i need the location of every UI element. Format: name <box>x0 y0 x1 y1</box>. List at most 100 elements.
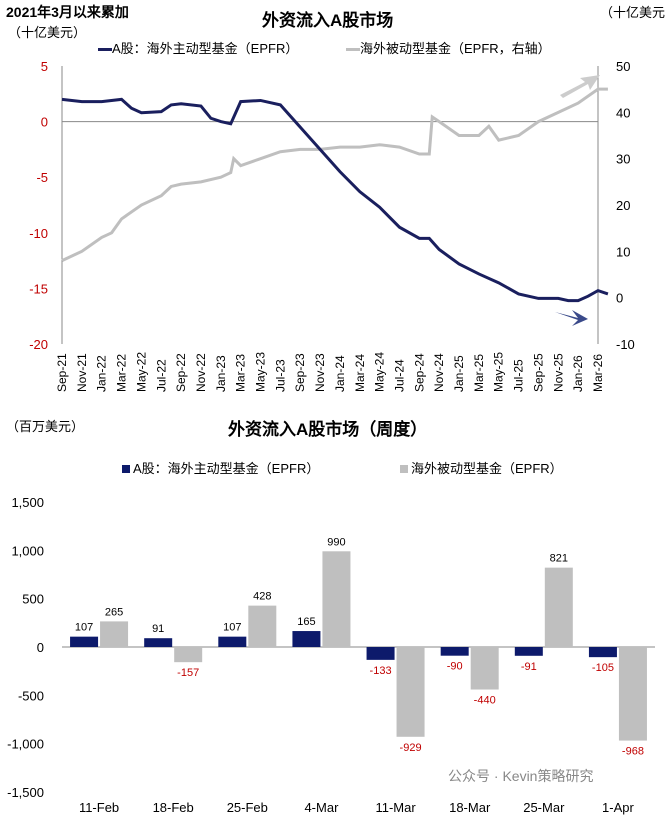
bar-active <box>366 647 395 660</box>
x-tick-label: Nov-21 <box>75 353 89 392</box>
bar-data-label: -968 <box>622 746 644 758</box>
right-tick-label: 10 <box>616 244 630 259</box>
x-tick-label: May-22 <box>134 352 148 392</box>
x-tick-label: Sep-22 <box>174 353 188 392</box>
bar-data-label: 107 <box>223 622 241 634</box>
left-tick-label: 0 <box>41 115 48 130</box>
bar-data-label: -90 <box>447 661 463 673</box>
bar-active <box>588 647 617 658</box>
x-tick-label: Jan-23 <box>214 355 228 392</box>
right-tick-label: -10 <box>616 337 635 352</box>
bar-category-label: 1-Apr <box>602 800 634 815</box>
bar-chart-title: 外资流入A股市场（周度） <box>228 420 428 439</box>
bar-passive <box>322 551 351 647</box>
x-tick-label: Mar-25 <box>472 354 486 392</box>
bar-category-label: 25-Mar <box>523 800 565 815</box>
arrow-up-icon <box>560 75 600 98</box>
x-tick-label: Mar-26 <box>591 354 605 392</box>
bar-category-label: 11-Feb <box>79 800 119 815</box>
right-tick-label: 50 <box>616 59 630 74</box>
bar-active <box>218 636 247 647</box>
bar-tick-label: 1,500 <box>11 495 44 510</box>
right-axis-label: （十亿美元 <box>600 5 666 20</box>
bar-data-label: 107 <box>75 622 93 634</box>
bar-category-label: 18-Mar <box>449 800 491 815</box>
bar-active <box>292 631 321 647</box>
x-tick-label: Jan-24 <box>333 355 347 392</box>
bar-data-label: 91 <box>152 623 164 635</box>
arrow-down-icon <box>555 310 588 326</box>
x-tick-label: Jan-22 <box>95 355 109 392</box>
right-tick-label: 20 <box>616 198 630 213</box>
bar-category-label: 25-Feb <box>227 800 268 815</box>
x-tick-label: Jul-23 <box>273 359 287 392</box>
bar-data-label: -440 <box>474 695 496 707</box>
x-tick-label: Sep-21 <box>55 353 69 392</box>
bar-passive <box>470 647 499 690</box>
bar-data-label: 821 <box>550 553 568 565</box>
bar-data-label: 428 <box>253 591 271 603</box>
bar-category-label: 18-Feb <box>153 800 194 815</box>
bar-data-label: 165 <box>297 616 315 628</box>
x-tick-label: Nov-23 <box>313 353 327 392</box>
bar-passive <box>248 605 277 647</box>
left-tick-label: -10 <box>29 226 48 241</box>
x-tick-label: Nov-24 <box>432 353 446 392</box>
bar-legend-passive: 海外被动型基金（EPFR） <box>400 458 563 477</box>
bar-data-label: -157 <box>177 667 199 679</box>
bar-active <box>144 638 173 647</box>
watermark: 公众号 · Kevin策略研究 <box>448 768 594 784</box>
bar-tick-label: -1,000 <box>7 737 44 752</box>
x-tick-label: Mar-23 <box>234 354 248 392</box>
x-tick-label: Jan-26 <box>571 355 585 392</box>
series-line-left <box>61 97 609 303</box>
x-tick-label: Sep-24 <box>412 353 426 392</box>
x-tick-label: Mar-24 <box>353 354 367 392</box>
right-tick-label: 40 <box>616 105 630 120</box>
x-tick-label: Mar-22 <box>115 354 129 392</box>
x-tick-label: Sep-25 <box>531 353 545 392</box>
left-tick-label: -5 <box>36 170 48 185</box>
bar-tick-label: -500 <box>18 688 44 703</box>
x-tick-label: Jul-25 <box>512 359 526 392</box>
bar-category-label: 4-Mar <box>304 800 339 815</box>
bar-passive <box>396 647 425 737</box>
bar-axis-label: （百万美元） <box>6 419 85 434</box>
bar-passive <box>618 647 647 741</box>
x-tick-label: Jul-24 <box>392 359 406 392</box>
bar-passive <box>174 647 203 663</box>
left-tick-label: -20 <box>29 337 48 352</box>
legend-passive: 海外被动型基金（EPFR，右轴） <box>346 38 551 57</box>
bar-tick-label: 1,000 <box>11 543 44 558</box>
bar-category-label: 11-Mar <box>375 800 416 815</box>
bar-tick-label: 0 <box>37 640 44 655</box>
line-chart-title: 外资流入A股市场 <box>262 11 394 30</box>
x-tick-label: Nov-22 <box>194 353 208 392</box>
x-tick-label: May-23 <box>254 352 268 392</box>
x-tick-label: May-25 <box>492 352 506 392</box>
legend-active: A股：海外主动型基金（EPFR） <box>98 38 298 57</box>
line-chart-note: 2021年3月以来累加 <box>6 4 129 20</box>
bar-passive <box>100 621 129 647</box>
bar-tick-label: -1,500 <box>7 785 44 800</box>
left-axis-label: （十亿美元） <box>8 25 87 40</box>
bar-data-label: -105 <box>592 662 614 674</box>
bar-tick-label: 500 <box>22 592 44 607</box>
right-tick-label: 0 <box>616 291 623 306</box>
bar-legend-active: A股：海外主动型基金（EPFR） <box>122 458 319 477</box>
left-tick-label: 5 <box>41 59 48 74</box>
bar-active <box>70 636 99 647</box>
x-tick-label: May-24 <box>373 352 387 392</box>
x-tick-label: Sep-23 <box>293 353 307 392</box>
series-line-right <box>61 87 608 262</box>
bar-active <box>440 647 469 656</box>
x-tick-label: Jan-25 <box>452 355 466 392</box>
bar-data-label: -133 <box>370 665 392 677</box>
right-tick-label: 30 <box>616 152 630 167</box>
bar-data-label: -929 <box>400 742 422 754</box>
bar-data-label: -91 <box>521 661 537 673</box>
bar-active <box>514 647 543 656</box>
bar-data-label: 265 <box>105 606 123 618</box>
bar-data-label: 990 <box>327 536 345 548</box>
